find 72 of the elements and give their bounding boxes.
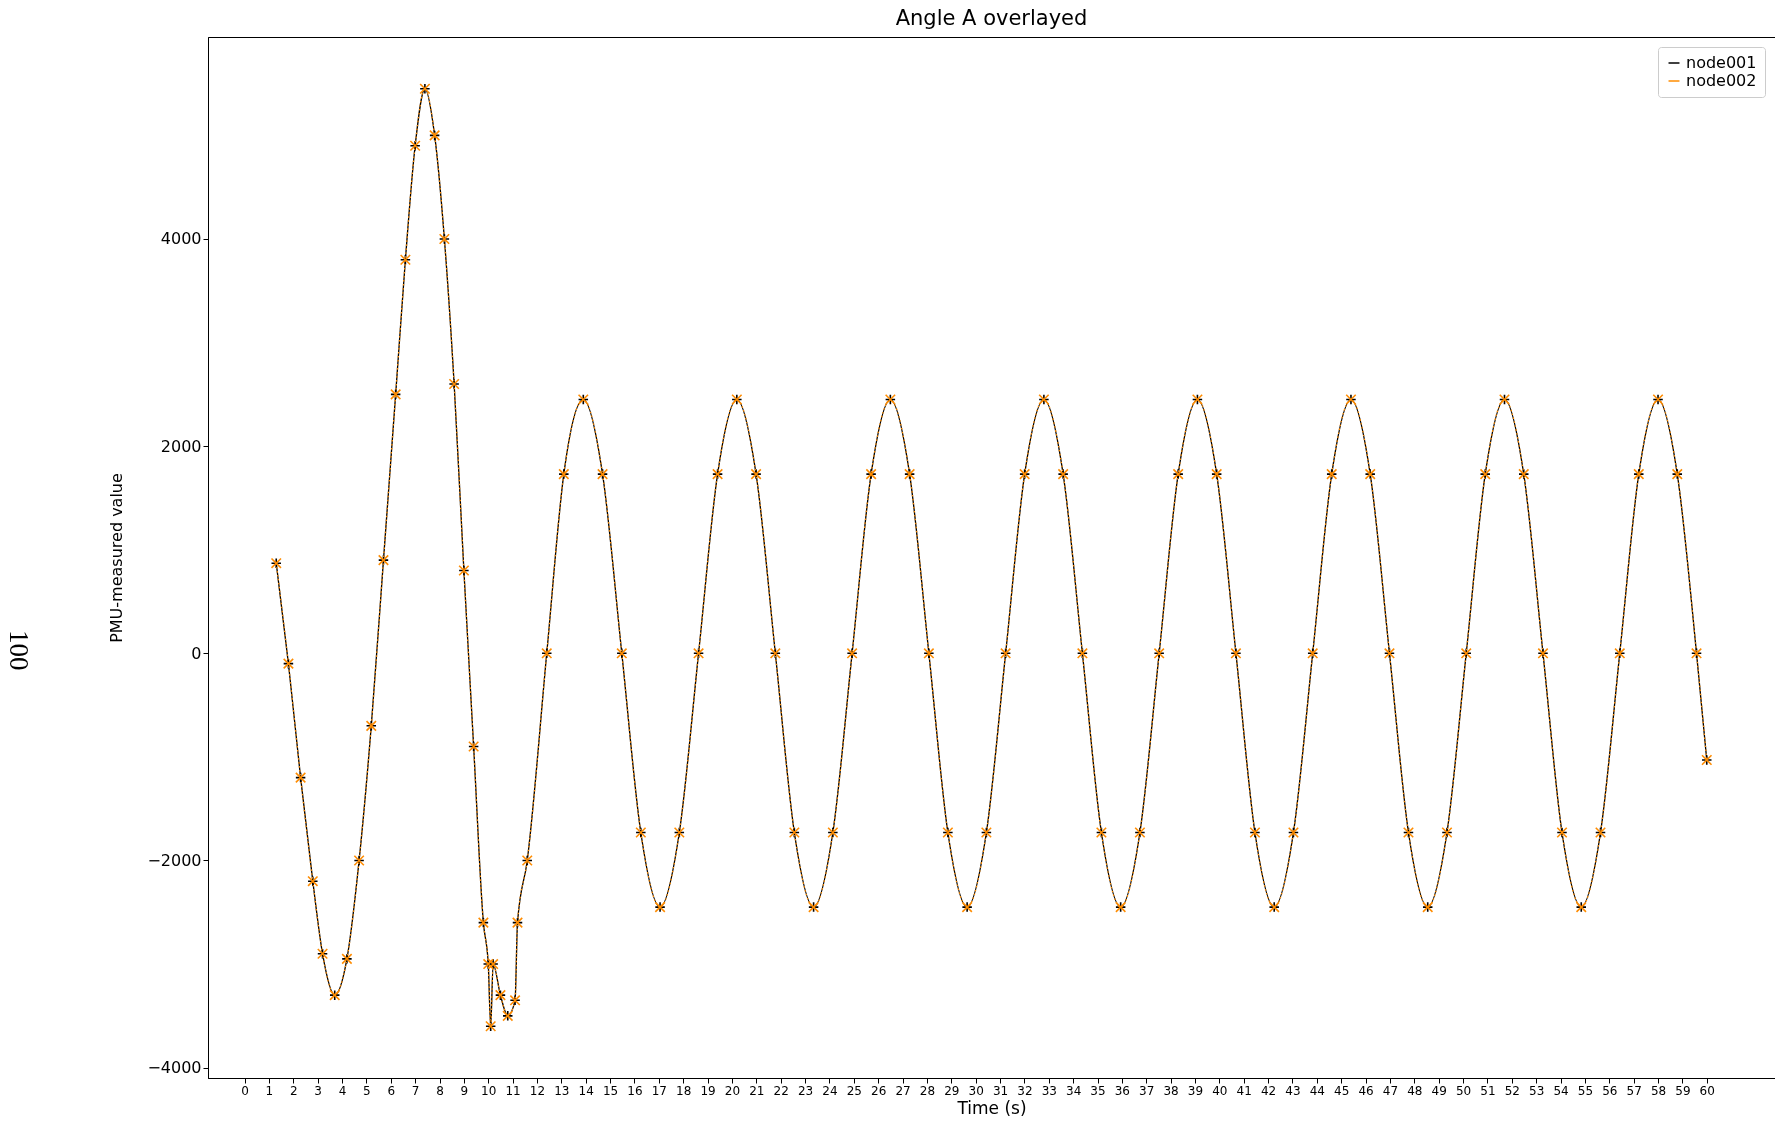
legend-label: node001	[1686, 53, 1757, 72]
x-tick-label: 15	[602, 1083, 619, 1098]
x-tick-label: 44	[1309, 1083, 1325, 1098]
y-tick-label: 0	[191, 643, 202, 663]
x-tick-label: 26	[871, 1083, 887, 1098]
x-tick-label: 34	[1066, 1083, 1082, 1098]
x-tick-label: 32	[1017, 1083, 1033, 1098]
x-tick-label: 11	[505, 1083, 521, 1098]
x-tick-label: 18	[676, 1083, 692, 1098]
x-tick-label: 40	[1212, 1083, 1228, 1098]
x-tick-label: 3	[314, 1083, 322, 1098]
x-tick-label: 33	[1041, 1083, 1057, 1098]
x-tick-label: 45	[1334, 1083, 1350, 1098]
x-tick-label: 60	[1699, 1083, 1715, 1098]
x-axis-title: Time (s)	[956, 1097, 1027, 1118]
x-tick-label: 6	[387, 1083, 396, 1098]
x-tick-label: 38	[1163, 1083, 1179, 1098]
x-tick-label: 5	[363, 1083, 371, 1098]
x-tick-label: 49	[1431, 1083, 1447, 1098]
x-tick-label: 17	[651, 1083, 667, 1098]
x-tick-label: 59	[1675, 1083, 1691, 1098]
legend-label: node002	[1686, 71, 1757, 90]
x-tick-label: 56	[1602, 1083, 1618, 1098]
x-tick-label: 46	[1358, 1083, 1374, 1098]
x-tick-label: 50	[1455, 1083, 1472, 1098]
y-tick-label: 4000	[160, 229, 202, 249]
x-tick-label: 57	[1626, 1083, 1642, 1098]
x-tick-label: 53	[1529, 1083, 1545, 1098]
x-tick-label: 21	[749, 1083, 765, 1098]
x-tick-label: 37	[1139, 1083, 1155, 1098]
x-tick-label: 48	[1407, 1083, 1423, 1098]
x-tick-label: 43	[1285, 1083, 1301, 1098]
chart-title: Angle A overlayed	[895, 6, 1088, 30]
x-tick-label: 58	[1650, 1083, 1667, 1098]
x-tick-label: 36	[1114, 1083, 1131, 1098]
x-tick-label: 4	[338, 1083, 347, 1098]
x-tick-label: 42	[1260, 1083, 1277, 1098]
x-tick-label: 23	[797, 1083, 814, 1098]
x-tick-label: 13	[554, 1083, 570, 1098]
y-tick-label: −4000	[147, 1058, 202, 1078]
x-tick-label: 27	[895, 1083, 911, 1098]
x-tick-label: 24	[822, 1083, 838, 1098]
x-tick-label: 0	[241, 1083, 249, 1098]
x-tick-label: 20	[724, 1083, 741, 1098]
y-axis-title: PMU-measured value	[107, 473, 127, 643]
x-tick-label: 39	[1187, 1083, 1204, 1098]
x-tick-label: 54	[1553, 1083, 1569, 1098]
x-tick-label: 9	[460, 1083, 469, 1098]
x-tick-label: 22	[773, 1083, 789, 1098]
x-tick-label: 12	[529, 1083, 546, 1098]
x-tick-label: 25	[846, 1083, 862, 1098]
x-tick-label: 19	[700, 1083, 716, 1098]
y-tick-label: −2000	[147, 850, 202, 870]
x-tick-label: 41	[1236, 1083, 1252, 1098]
x-tick-label: 8	[436, 1083, 444, 1098]
x-tick-label: 10	[481, 1083, 497, 1098]
text: 100	[3, 630, 34, 671]
x-tick-label: 1	[265, 1083, 274, 1098]
x-tick-label: 28	[919, 1083, 936, 1098]
x-tick-label: 35	[1090, 1083, 1106, 1098]
x-tick-label: 31	[992, 1083, 1009, 1098]
x-tick-label: 51	[1480, 1083, 1496, 1098]
x-tick-label: 7	[411, 1083, 420, 1098]
x-tick-label: 29	[944, 1083, 960, 1098]
x-tick-label: 47	[1382, 1083, 1399, 1098]
x-tick-label: 2	[289, 1083, 298, 1098]
x-tick-label: 14	[578, 1083, 594, 1098]
x-tick-label: 30	[968, 1083, 984, 1098]
x-tick-label: 52	[1504, 1083, 1520, 1098]
x-tick-label: 16	[627, 1083, 643, 1098]
y-tick-label: 2000	[160, 436, 202, 456]
x-tick-label: 55	[1577, 1083, 1594, 1098]
